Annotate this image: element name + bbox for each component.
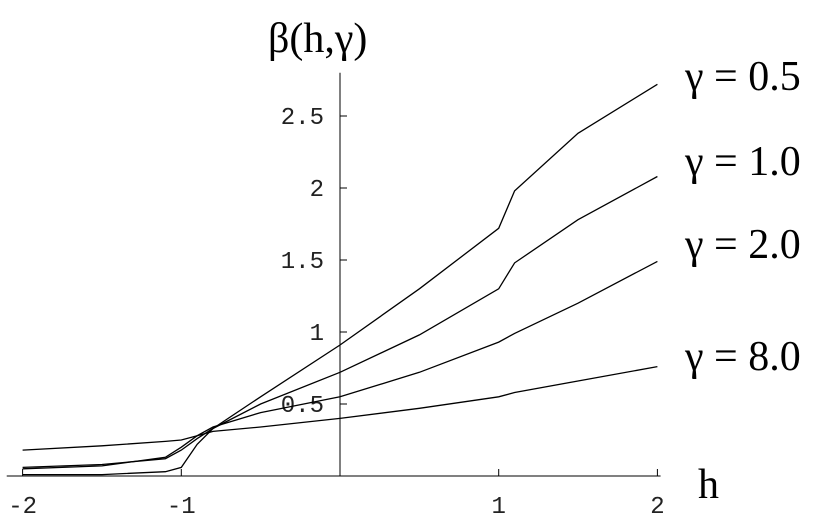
legend-label: γ = 2.0 bbox=[684, 222, 801, 268]
y-tick-label: 1.5 bbox=[281, 249, 324, 276]
x-tick-label: -2 bbox=[8, 494, 37, 521]
line bbox=[22, 83, 658, 476]
line bbox=[22, 260, 658, 470]
y-tick-label: 2.5 bbox=[281, 105, 324, 132]
y-tick-label: 0.5 bbox=[281, 393, 324, 420]
x-tick-label: 1 bbox=[491, 494, 505, 521]
y-tick-label: 1 bbox=[310, 321, 324, 348]
legend-label: γ = 8.0 bbox=[684, 334, 801, 380]
y-tick-label: 2 bbox=[310, 177, 324, 204]
line bbox=[22, 365, 658, 451]
line bbox=[22, 175, 658, 469]
x-tick-label: -1 bbox=[167, 494, 196, 521]
y-axis-label: β(h,γ) bbox=[268, 16, 367, 62]
legend-label: γ = 1.0 bbox=[684, 139, 801, 185]
x-tick-label: 2 bbox=[650, 494, 664, 521]
x-axis-label: h bbox=[698, 462, 719, 508]
legend-label: γ = 0.5 bbox=[684, 54, 801, 100]
